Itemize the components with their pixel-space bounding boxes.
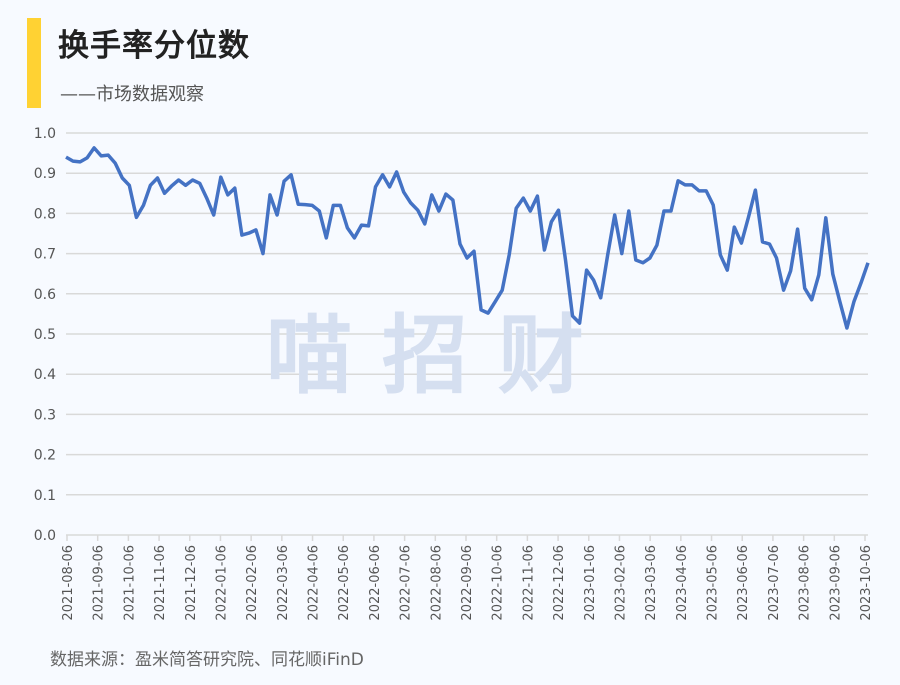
x-tick-label: 2023-03-06 [644, 545, 659, 621]
x-tick-label: 2023-09-06 [828, 545, 843, 621]
x-tick-label: 2022-12-06 [552, 545, 567, 621]
page-subtitle: ——市场数据观察 [60, 84, 204, 105]
x-tick-label: 2023-04-06 [675, 545, 690, 621]
x-tick-label: 2022-01-06 [214, 545, 229, 621]
watermark: 喵 招 财 [266, 306, 584, 406]
x-tick-label: 2022-08-06 [429, 545, 444, 621]
y-axis-ticks: 0.0 0.1 0.2 0.3 0.4 0.5 0.6 0.7 0.8 0.9 1.0 [34, 126, 56, 544]
y-tick-label: 0.4 [34, 367, 56, 383]
x-axis-ticks: 2021-08-06 2021-09-06 2021-10-06 2021-11-06… [61, 535, 874, 621]
y-tick-label: 0.5 [34, 327, 56, 343]
x-tick-label: 2023-02-06 [613, 545, 628, 621]
x-tick-label: 2022-03-06 [276, 545, 291, 621]
y-tick-label: 0.8 [34, 206, 56, 222]
y-tick-label: 0.9 [34, 166, 56, 182]
x-tick-label: 2021-11-06 [153, 545, 168, 621]
x-tick-label: 2023-01-06 [583, 545, 598, 621]
y-tick-label: 0.2 [34, 448, 56, 464]
x-tick-label: 2022-10-06 [491, 545, 506, 621]
x-tick-label: 2022-04-06 [307, 545, 322, 621]
accent-bar [27, 18, 41, 108]
data-points [65, 147, 869, 329]
x-tick-label: 2023-10-06 [859, 545, 874, 621]
x-tick-label: 2022-05-06 [337, 545, 352, 621]
y-tick-label: 1.0 [34, 126, 56, 142]
x-tick-label: 2022-11-06 [521, 545, 536, 621]
x-tick-label: 2023-05-06 [706, 545, 721, 621]
grid-lines [66, 132, 868, 536]
x-tick-label: 2022-02-06 [245, 545, 260, 621]
series-line [65, 146, 870, 330]
x-tick-label: 2021-12-06 [184, 545, 199, 621]
x-tick-label: 2022-06-06 [368, 545, 383, 621]
x-tick-label: 2021-08-06 [61, 545, 76, 621]
x-tick-label: 2023-08-06 [798, 545, 813, 621]
x-tick-label: 2021-10-06 [122, 545, 137, 621]
x-tick-label: 2023-07-06 [767, 545, 782, 621]
x-tick-label: 2022-09-06 [460, 545, 475, 621]
page-title: 换手率分位数 [58, 28, 250, 64]
y-tick-label: 0.1 [34, 488, 56, 504]
y-tick-label: 0.3 [34, 407, 56, 423]
y-tick-label: 0.6 [34, 287, 56, 303]
source-note: 数据来源：盈米简答研究院、同花顺iFinD [50, 650, 364, 670]
x-tick-label: 2023-06-06 [736, 545, 751, 621]
y-tick-label: 0.0 [34, 528, 56, 544]
x-tick-label: 2021-09-06 [92, 545, 107, 621]
x-tick-label: 2022-07-06 [399, 545, 414, 621]
y-tick-label: 0.7 [34, 247, 56, 263]
